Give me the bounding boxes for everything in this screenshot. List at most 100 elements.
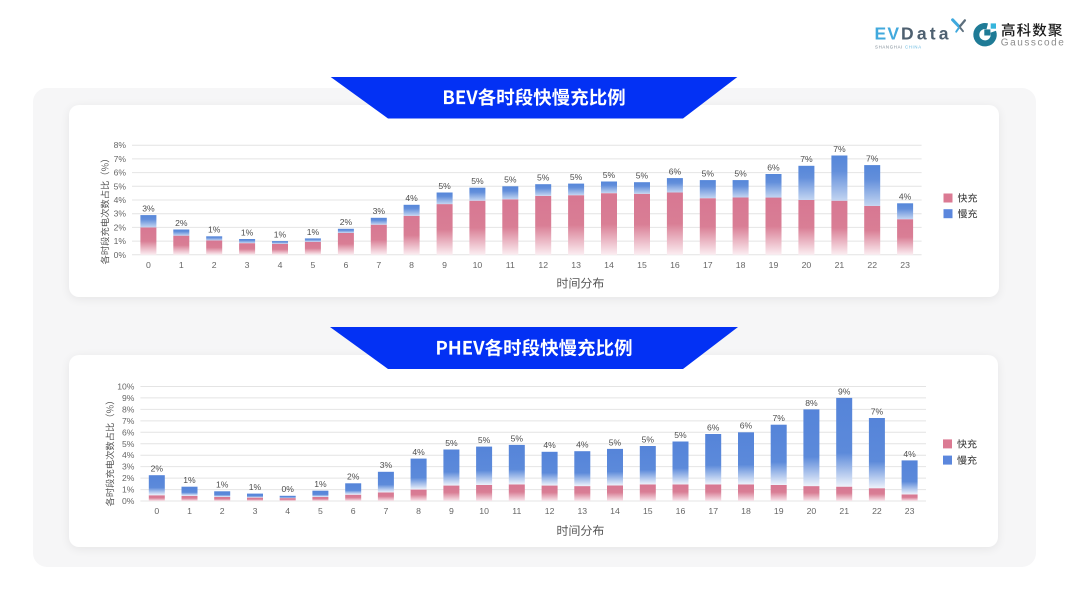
svg-text:7%: 7% <box>122 416 135 426</box>
svg-text:1%: 1% <box>241 227 254 237</box>
svg-text:19: 19 <box>774 506 784 516</box>
svg-text:1%: 1% <box>274 230 287 240</box>
svg-text:2%: 2% <box>114 222 127 232</box>
svg-text:SHANGHAI CHINA: SHANGHAI CHINA <box>875 45 922 50</box>
svg-text:16: 16 <box>676 506 686 516</box>
svg-text:4%: 4% <box>405 193 418 203</box>
svg-text:1%: 1% <box>249 482 262 492</box>
svg-text:5%: 5% <box>674 430 687 440</box>
svg-text:6: 6 <box>351 506 356 516</box>
svg-text:4: 4 <box>278 260 283 270</box>
svg-text:9%: 9% <box>838 386 851 396</box>
svg-text:4%: 4% <box>903 449 916 459</box>
svg-text:11: 11 <box>512 506 521 516</box>
svg-text:7: 7 <box>376 260 381 270</box>
svg-text:2%: 2% <box>175 218 188 228</box>
svg-text:1%: 1% <box>114 236 127 246</box>
svg-text:1%: 1% <box>208 225 221 235</box>
svg-text:3%: 3% <box>122 462 135 472</box>
svg-text:5%: 5% <box>642 434 655 444</box>
svg-text:1%: 1% <box>314 479 327 489</box>
svg-text:13: 13 <box>577 506 587 516</box>
svg-text:7: 7 <box>383 506 388 516</box>
svg-text:8%: 8% <box>122 404 135 414</box>
svg-text:5%: 5% <box>609 437 622 447</box>
svg-text:7%: 7% <box>772 413 785 423</box>
svg-text:5%: 5% <box>504 175 517 185</box>
svg-text:6%: 6% <box>740 421 753 431</box>
svg-text:21: 21 <box>839 506 849 516</box>
svg-text:5%: 5% <box>478 435 491 445</box>
svg-text:11: 11 <box>506 260 515 270</box>
svg-text:1%: 1% <box>183 475 196 485</box>
svg-text:5%: 5% <box>471 176 484 186</box>
svg-text:6%: 6% <box>122 427 135 437</box>
svg-text:18: 18 <box>741 506 751 516</box>
svg-text:7%: 7% <box>114 154 127 164</box>
svg-text:14: 14 <box>604 260 614 270</box>
svg-text:3%: 3% <box>380 460 393 470</box>
svg-text:1: 1 <box>187 506 192 516</box>
svg-text:0%: 0% <box>281 484 294 494</box>
svg-text:10%: 10% <box>117 382 135 392</box>
svg-text:5: 5 <box>310 260 315 270</box>
svg-text:5%: 5% <box>438 181 451 191</box>
svg-text:19: 19 <box>769 260 779 270</box>
svg-text:4%: 4% <box>114 195 127 205</box>
svg-text:1: 1 <box>179 260 184 270</box>
svg-text:22: 22 <box>867 260 877 270</box>
svg-text:23: 23 <box>900 260 910 270</box>
svg-text:EV: EV <box>875 24 901 44</box>
svg-text:20: 20 <box>802 260 812 270</box>
svg-text:3%: 3% <box>114 209 127 219</box>
svg-text:7%: 7% <box>833 144 846 154</box>
svg-text:0: 0 <box>154 506 159 516</box>
svg-text:5%: 5% <box>114 181 127 191</box>
svg-text:0: 0 <box>146 260 151 270</box>
svg-text:3%: 3% <box>142 204 155 214</box>
svg-text:20: 20 <box>807 506 817 516</box>
svg-text:4%: 4% <box>412 447 425 457</box>
svg-text:15: 15 <box>643 506 653 516</box>
svg-text:3: 3 <box>245 260 250 270</box>
svg-text:8%: 8% <box>114 140 127 150</box>
svg-text:4%: 4% <box>576 440 589 450</box>
svg-text:3: 3 <box>253 506 258 516</box>
svg-text:6%: 6% <box>114 168 127 178</box>
svg-text:9%: 9% <box>122 393 135 403</box>
svg-text:13: 13 <box>571 260 581 270</box>
svg-text:15: 15 <box>637 260 647 270</box>
svg-text:16: 16 <box>670 260 680 270</box>
svg-text:5%: 5% <box>511 433 524 443</box>
svg-text:2%: 2% <box>347 472 360 482</box>
svg-text:5%: 5% <box>636 171 649 181</box>
svg-text:8: 8 <box>416 506 421 516</box>
svg-text:0%: 0% <box>122 496 135 506</box>
svg-text:23: 23 <box>905 506 915 516</box>
svg-text:Gausscode: Gausscode <box>1001 38 1066 49</box>
svg-text:12: 12 <box>538 260 548 270</box>
svg-text:7%: 7% <box>866 154 879 164</box>
svg-text:6: 6 <box>343 260 348 270</box>
svg-text:1%: 1% <box>216 480 229 490</box>
svg-text:4%: 4% <box>543 440 556 450</box>
svg-text:6%: 6% <box>707 422 720 432</box>
svg-text:10: 10 <box>473 260 483 270</box>
svg-text:5%: 5% <box>122 439 135 449</box>
svg-text:1%: 1% <box>307 227 320 237</box>
svg-text:7%: 7% <box>871 406 884 416</box>
svg-text:0%: 0% <box>114 250 127 260</box>
svg-text:5%: 5% <box>702 169 715 179</box>
svg-text:4%: 4% <box>122 450 135 460</box>
svg-text:2%: 2% <box>340 217 353 227</box>
svg-text:2: 2 <box>220 506 225 516</box>
svg-text:8%: 8% <box>805 398 818 408</box>
svg-text:2%: 2% <box>151 464 164 474</box>
svg-text:4: 4 <box>285 506 290 516</box>
svg-text:17: 17 <box>703 260 713 270</box>
svg-text:22: 22 <box>872 506 882 516</box>
svg-text:6%: 6% <box>767 162 780 172</box>
svg-text:14: 14 <box>610 506 620 516</box>
svg-text:2: 2 <box>212 260 217 270</box>
svg-text:3%: 3% <box>373 206 386 216</box>
